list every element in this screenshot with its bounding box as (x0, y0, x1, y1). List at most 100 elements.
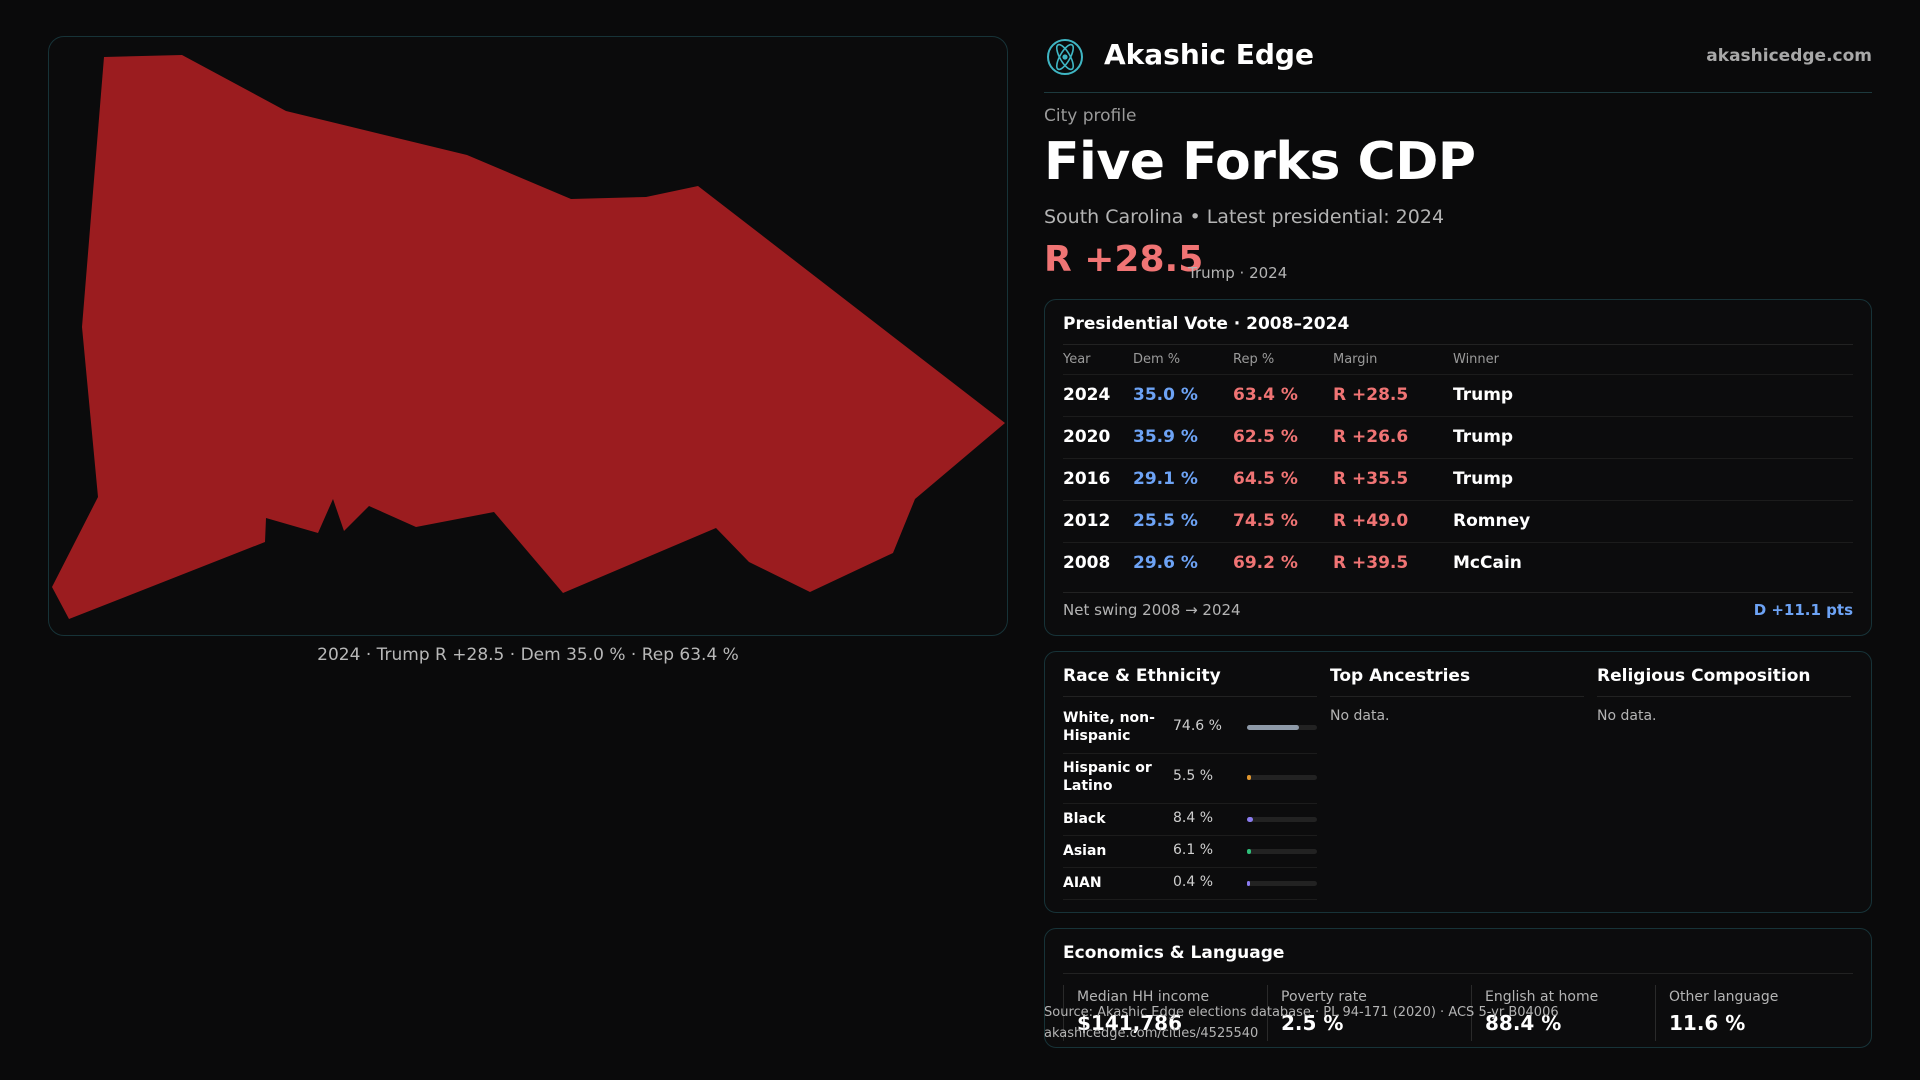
cell-margin: R +35.5 (1333, 469, 1409, 489)
page-title: Five Forks CDP (1044, 132, 1476, 192)
ancestries-empty: No data. (1330, 708, 1390, 724)
divider (1597, 696, 1851, 697)
race-label: Hispanic or Latino (1063, 760, 1152, 794)
page-eyebrow: City profile (1044, 106, 1137, 126)
map-panel[interactable] (48, 36, 1008, 636)
stat-label: Other language (1669, 989, 1779, 1005)
race-label: Asian (1063, 843, 1107, 859)
divider (1063, 344, 1853, 345)
religion-section: Religious Composition No data. (1597, 652, 1851, 914)
presidential-vote-title: Presidential Vote · 2008–2024 (1063, 314, 1350, 334)
column-header-margin: Margin (1333, 352, 1378, 367)
net-swing-label: Net swing 2008 → 2024 (1063, 601, 1241, 619)
race-bar-track (1247, 725, 1317, 730)
cell-margin: R +26.6 (1333, 427, 1409, 447)
column-header-rep: Rep % (1233, 352, 1275, 367)
stat-label: Median HH income (1077, 989, 1210, 1005)
table-row: 2008 29.6 % 69.2 % R +39.5 McCain (1063, 542, 1853, 584)
city-boundary-map (52, 55, 1005, 619)
religion-title: Religious Composition (1597, 666, 1811, 686)
presidential-vote-card: Presidential Vote · 2008–2024 Year Dem %… (1044, 299, 1872, 636)
race-bar-fill (1247, 881, 1250, 886)
header-divider (1044, 92, 1872, 93)
race-label: AIAN (1063, 875, 1102, 891)
city-boundary-shape[interactable] (52, 55, 1005, 619)
latest-margin: R +28.5 (1044, 239, 1204, 280)
stat-value: $141,786 (1077, 1011, 1183, 1035)
race-bar-track (1247, 817, 1317, 822)
cell-rep: 62.5 % (1233, 427, 1298, 447)
page-subtitle: South Carolina • Latest presidential: 20… (1044, 206, 1445, 228)
race-row: Hispanic or Latino 5.5 % (1063, 754, 1317, 804)
race-row: Black 8.4 % (1063, 804, 1317, 836)
race-pct: 5.5 % (1173, 768, 1214, 784)
ancestries-title: Top Ancestries (1330, 666, 1471, 686)
footer-source: Source: Akashic Edge elections database … (1044, 1005, 1559, 1020)
column-header-dem: Dem % (1133, 352, 1181, 367)
race-row: AIAN 0.4 % (1063, 868, 1317, 900)
cell-year: 2024 (1063, 385, 1111, 405)
race-pct: 8.4 % (1173, 810, 1214, 826)
stat-other-language: Other language 11.6 % (1655, 985, 1859, 1041)
table-row: 2012 25.5 % 74.5 % R +49.0 Romney (1063, 500, 1853, 542)
divider (1063, 592, 1853, 593)
race-bar-track (1247, 881, 1317, 886)
atom-icon[interactable] (1046, 38, 1084, 76)
race-label: Black (1063, 811, 1106, 827)
column-header-year: Year (1063, 352, 1091, 367)
race-label: White, non-Hispanic (1063, 710, 1155, 744)
ancestries-section: Top Ancestries No data. (1330, 652, 1584, 914)
economics-card: Economics & Language Median HH income $1… (1044, 928, 1872, 1048)
cell-dem: 25.5 % (1133, 511, 1198, 531)
brand-header: Akashic Edge akashicedge.com (1044, 36, 1872, 93)
cell-dem: 29.1 % (1133, 469, 1198, 489)
cell-dem: 35.0 % (1133, 385, 1198, 405)
race-bar-fill (1247, 725, 1300, 730)
divider (1330, 696, 1584, 697)
cell-winner: Trump (1453, 385, 1514, 405)
race-bar-fill (1247, 817, 1253, 822)
cell-year: 2020 (1063, 427, 1111, 447)
race-ethnicity-section: Race & Ethnicity White, non-Hispanic 74.… (1063, 652, 1317, 914)
cell-rep: 64.5 % (1233, 469, 1298, 489)
cell-rep: 74.5 % (1233, 511, 1298, 531)
cell-year: 2016 (1063, 469, 1111, 489)
race-bar-fill (1247, 849, 1252, 854)
cell-year: 2012 (1063, 511, 1111, 531)
cell-rep: 69.2 % (1233, 553, 1298, 573)
stat-value: 88.4 % (1485, 1011, 1562, 1035)
table-row: 2020 35.9 % 62.5 % R +26.6 Trump (1063, 416, 1853, 458)
divider (1063, 973, 1853, 974)
brand-name[interactable]: Akashic Edge (1104, 38, 1314, 71)
divider (1471, 985, 1472, 1041)
stat-english-at-home: English at home 88.4 % (1471, 985, 1675, 1041)
footer-url-link[interactable]: akashicedge.com/cities/4525540 (1044, 1026, 1259, 1041)
column-header-winner: Winner (1453, 352, 1500, 367)
race-pct: 74.6 % (1173, 718, 1222, 734)
stat-label: English at home (1485, 989, 1599, 1005)
table-row: 2024 35.0 % 63.4 % R +28.5 Trump (1063, 374, 1853, 416)
cell-winner: Romney (1453, 511, 1531, 531)
cell-margin: R +28.5 (1333, 385, 1409, 405)
economics-title: Economics & Language (1063, 943, 1285, 963)
race-bar-track (1247, 849, 1317, 854)
religion-empty: No data. (1597, 708, 1657, 724)
net-swing-value: D +11.1 pts (1753, 601, 1853, 619)
race-row: Asian 6.1 % (1063, 836, 1317, 868)
brand-url-link[interactable]: akashicedge.com (1706, 46, 1872, 66)
stat-value: 2.5 % (1281, 1011, 1344, 1035)
stat-median-income: Median HH income $141,786 (1063, 985, 1267, 1041)
divider (1655, 985, 1656, 1041)
cell-dem: 35.9 % (1133, 427, 1198, 447)
demographics-card: Race & Ethnicity White, non-Hispanic 74.… (1044, 651, 1872, 913)
stat-value: 11.6 % (1669, 1011, 1746, 1035)
divider (1063, 985, 1064, 1041)
cell-winner: McCain (1453, 553, 1522, 573)
table-row: 2016 29.1 % 64.5 % R +35.5 Trump (1063, 458, 1853, 500)
race-row: White, non-Hispanic 74.6 % (1063, 704, 1317, 754)
race-bar-track (1247, 775, 1317, 780)
cell-winner: Trump (1453, 469, 1514, 489)
race-bar-fill (1247, 775, 1251, 780)
latest-margin-note: Trump · 2024 (1188, 264, 1288, 282)
divider (1063, 696, 1317, 697)
